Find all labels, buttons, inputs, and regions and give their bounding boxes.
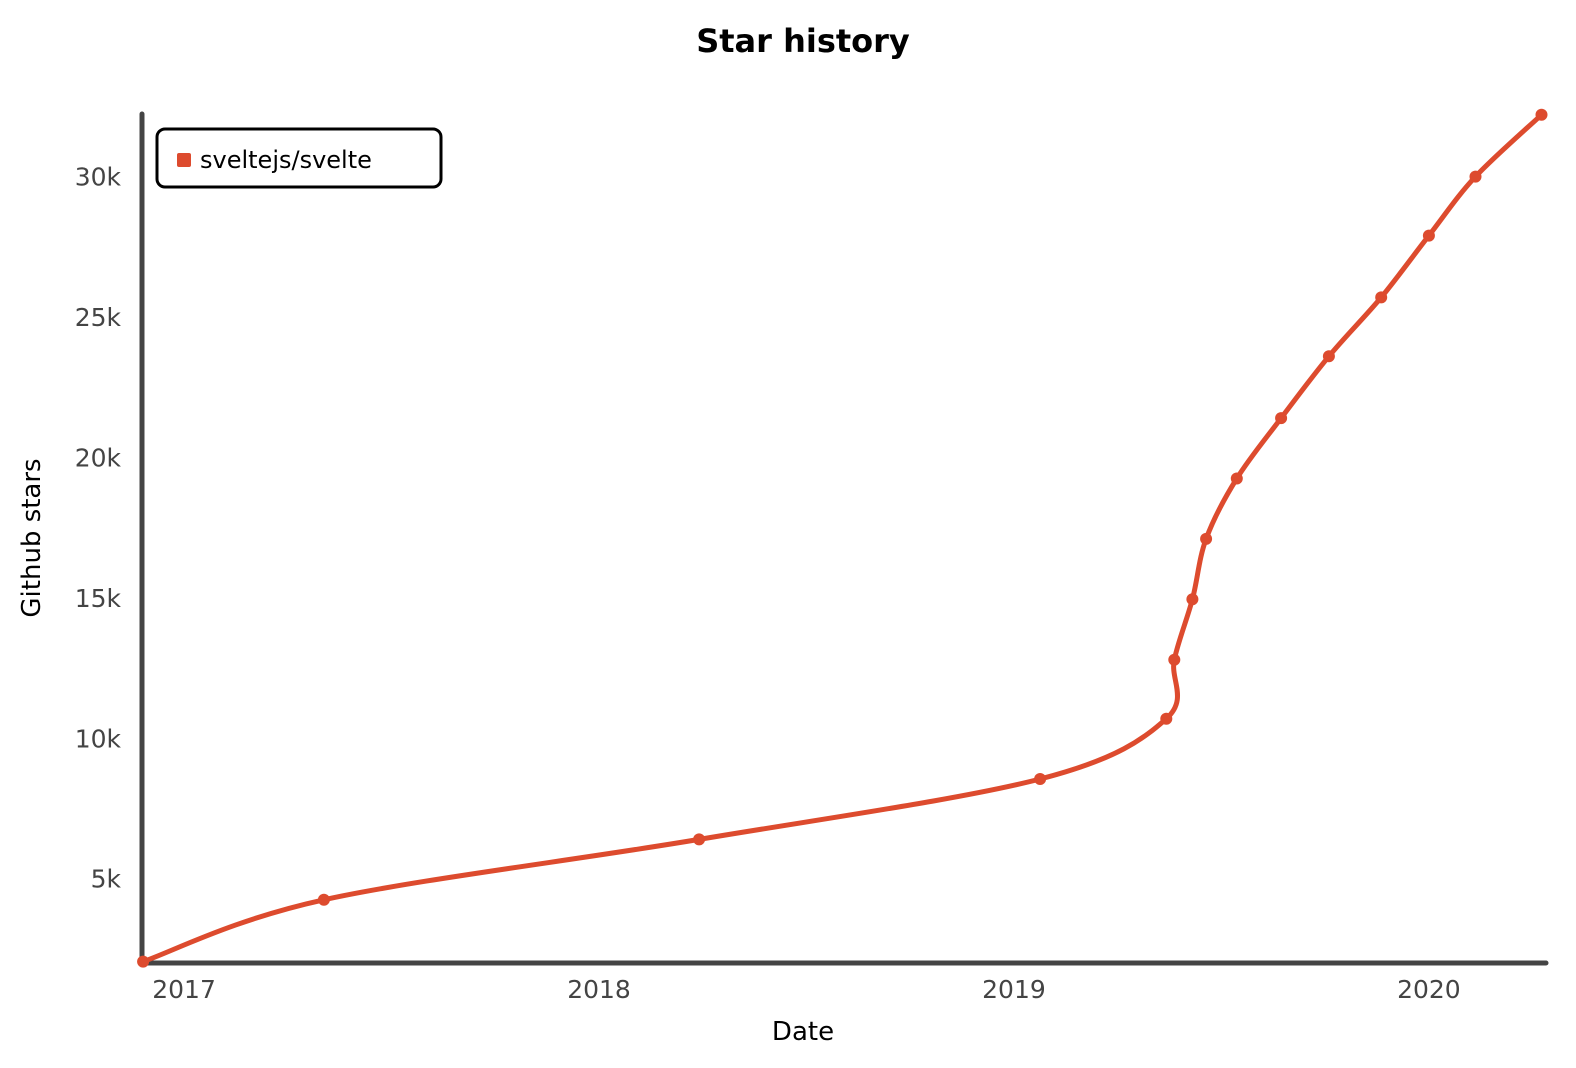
data-point xyxy=(1200,532,1213,545)
y-tick-label: 20k xyxy=(75,443,122,472)
y-tick-label: 15k xyxy=(75,584,122,613)
data-point xyxy=(1322,350,1335,363)
x-tick-label: 2019 xyxy=(982,975,1046,1004)
x-tick-label: 2018 xyxy=(567,975,631,1004)
data-point xyxy=(1469,170,1482,183)
legend-box xyxy=(155,127,443,189)
x-tick-label: 2020 xyxy=(1397,975,1461,1004)
series-line xyxy=(140,112,1544,965)
chart-title: Star history xyxy=(696,22,910,60)
axes xyxy=(139,111,1549,966)
x-axis-label: Date xyxy=(772,1017,834,1047)
data-point xyxy=(1230,472,1243,485)
legend-swatch xyxy=(177,153,191,167)
data-point xyxy=(1275,412,1288,425)
data-point xyxy=(1034,773,1047,785)
legend: sveltejs/svelte xyxy=(155,127,443,189)
y-tick-label: 30k xyxy=(75,163,122,192)
y-axis-label: Github stars xyxy=(17,458,47,617)
y-tick-label: 25k xyxy=(75,303,122,332)
series-layer xyxy=(137,108,1548,968)
data-point xyxy=(1422,229,1435,242)
data-point xyxy=(1375,291,1388,304)
data-point xyxy=(693,833,706,846)
data-point xyxy=(1535,108,1548,121)
data-point xyxy=(1186,593,1199,606)
legend-entry-label: sveltejs/svelte xyxy=(200,146,372,174)
y-tick-label: 5k xyxy=(91,865,122,894)
data-point xyxy=(317,893,330,906)
x-tick-label: 2017 xyxy=(152,975,216,1004)
data-point xyxy=(137,955,150,968)
y-tick-label: 10k xyxy=(75,724,122,753)
data-point xyxy=(1168,653,1181,666)
data-point xyxy=(1160,712,1173,725)
tick-labels: 5k 10k 15k 20k 25k 30k 2017 2018 2019 2020 xyxy=(75,163,1461,1004)
